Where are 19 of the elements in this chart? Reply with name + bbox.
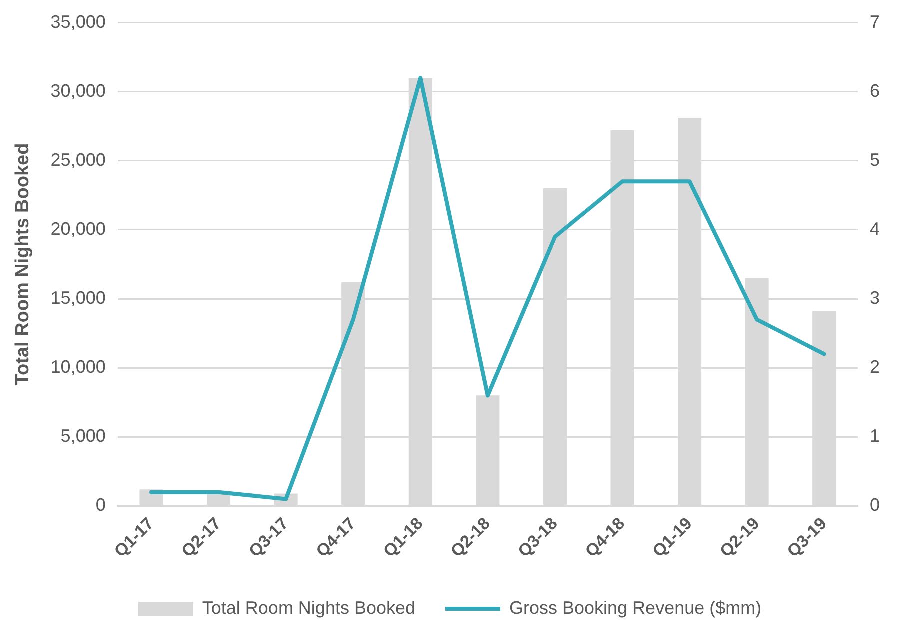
y-tick-label: 30,000: [50, 80, 106, 101]
legend-label: Total Room Nights Booked: [202, 598, 416, 618]
y2-tick-label: 2: [870, 357, 880, 378]
y-tick-label: 5,000: [60, 426, 106, 446]
y2-tick-label: 7: [870, 12, 880, 32]
y-tick-label: 10,000: [50, 357, 106, 378]
y2-tick-label: 3: [870, 288, 880, 308]
y-tick-label: 25,000: [50, 150, 106, 170]
y-tick-label: 20,000: [50, 218, 106, 239]
y-tick-label: 35,000: [50, 12, 106, 32]
y-tick-label: 0: [96, 495, 106, 516]
y-axis-title: Total Room Nights Booked: [12, 143, 34, 386]
y2-tick-label: 0: [870, 495, 880, 516]
y2-tick-label: 4: [870, 218, 880, 239]
y2-tick-label: 5: [870, 150, 880, 170]
legend-label: Gross Booking Revenue ($mm): [510, 598, 762, 618]
y2-tick-label: 1: [870, 426, 880, 446]
y-tick-label: 15,000: [50, 288, 106, 308]
y2-tick-label: 6: [870, 80, 880, 101]
